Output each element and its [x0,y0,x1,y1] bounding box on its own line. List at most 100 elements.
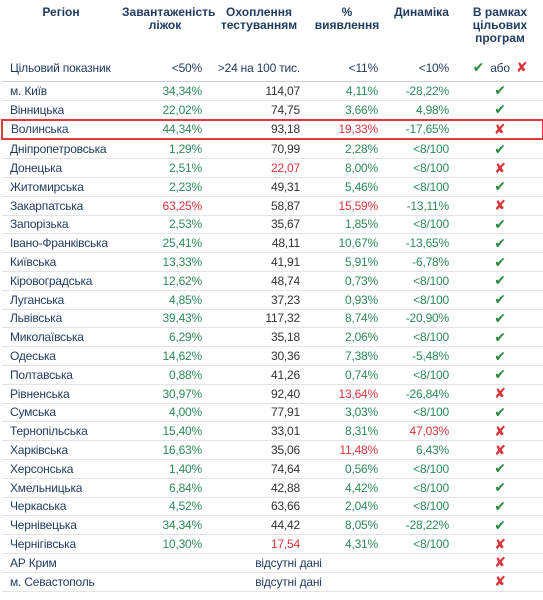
cell-value: 8,00% [308,158,386,178]
cell-value: 44,34% [120,118,210,141]
region-name: Луганська [2,290,120,310]
cell-value: 6,84% [120,478,210,498]
cell-value: 74,75 [210,100,308,121]
status-icon: ✔ [457,497,543,517]
region-row: Івано-Франківська 25,41% 48,11 10,67% -13,65… [2,233,543,254]
cell-value: 22,02% [120,100,210,121]
region-name: м. Київ [2,81,120,101]
cell-value: <8/100 [386,365,457,385]
cell-value: 41,91 [210,252,308,272]
region-name: Донецька [2,158,120,178]
cell-value: -13,11% [386,196,457,216]
cell-value: 117,32 [210,309,308,329]
cell-value: 10,30% [120,534,210,554]
cell-value: 11,48% [308,440,386,460]
region-name: Чернігівська [2,534,120,554]
status-icon: ✔ [457,81,543,101]
cell-value: 4,42% [308,478,386,498]
cell-value: 7,38% [308,346,386,366]
no-data: відсутні дані [120,553,457,573]
region-name: Рівненська [2,384,120,404]
cell-value: -13,65% [386,233,457,254]
status-icon: ✔ [457,365,543,385]
cell-value: -6,78% [386,252,457,272]
region-name: Кіровоградська [2,271,120,291]
status-icon: ✔ [457,215,543,235]
cell-value: -17,65% [386,118,457,141]
cell-value: 4,85% [120,290,210,310]
cell-value: 4,52% [120,497,210,517]
cell-value: <8/100 [386,497,457,517]
column-header: % виявлення [314,5,380,32]
cell-value: 0,73% [308,271,386,291]
cell-value: 6,29% [120,327,210,348]
cell-value: 8,74% [308,309,386,329]
column-header: Динаміка [394,5,449,19]
region-name: Харківська [2,440,120,460]
status-icon: ✘ [457,118,543,141]
region-row: Херсонська 1,40% 74,64 0,56% <8/100 ✔ [2,459,543,479]
cell-value: 2,28% [308,139,386,160]
target-label: Цільовий показник [2,54,120,82]
region-row: Запорізька 2,53% 35,67 1,85% <8/100 ✔ [2,215,543,235]
status-icon: ✔ [457,100,543,121]
cell-value: <8/100 [386,290,457,310]
region-row: м. Київ 34,34% 114,07 4,11% -28,22% ✔ [2,81,543,101]
region-name: Сумська [2,403,120,423]
cell-value: 22,07 [210,158,308,178]
cell-value: 12,62% [120,271,210,291]
cell-value: 0,93% [308,290,386,310]
cell-value: 92,40 [210,384,308,404]
cell-value: 25,41% [120,233,210,254]
cell-value: 0,88% [120,365,210,385]
status-icon: ✔ [457,233,543,254]
cell-value: <8/100 [386,327,457,348]
target-status: ✔ або ✘ [457,54,543,82]
cell-value: <8/100 [386,534,457,554]
target-value: <50% [120,54,210,82]
cell-value: 30,97% [120,384,210,404]
status-icon: ✘ [457,421,543,442]
region-name: Волинська [1,118,120,141]
region-row: м. Севастополь відсутні дані ✘ [2,572,543,592]
region-name: Тернопільська [2,421,120,442]
cell-value: -5,48% [386,346,457,366]
status-icon: ✔ [457,478,543,498]
cell-value: -28,22% [386,515,457,536]
cell-value: <8/100 [386,459,457,479]
cell-value: <8/100 [386,403,457,423]
status-icon: ✔ [457,177,543,197]
region-name: Житомирська [2,177,120,197]
status-icon: ✔ [457,271,543,291]
region-row: Житомирська 2,23% 49,31 5,46% <8/100 ✔ [2,177,543,197]
column-header: Завантаженість ліжок [122,5,216,32]
cell-value: 3,03% [308,403,386,423]
cell-value: 4,00% [120,403,210,423]
region-name: Вінницька [2,100,120,121]
cell-value: -28,22% [386,81,457,101]
target-value: <10% [386,54,457,82]
status-legend: ✔ [472,59,485,75]
cell-value: 1,85% [308,215,386,235]
status-icon: ✔ [457,459,543,479]
status-icon: ✘ [457,572,543,592]
region-row: Одеська 14,62% 30,36 7,38% -5,48% ✔ [2,346,543,366]
status-icon: ✘ [457,384,543,404]
cell-value: 17,54 [210,534,308,554]
region-row: Чернівецька 34,34% 44,42 8,05% -28,22% ✔ [2,515,543,536]
table-body: Цільовий показник <50% >24 на 100 тис. <11%… [1,54,543,592]
cell-value: 4,11% [308,81,386,101]
region-name: АР Крим [2,553,120,573]
region-row: Хмельницька 6,84% 42,88 4,42% <8/100 ✔ [2,478,543,498]
region-name: Закарпатська [2,196,120,216]
region-row: Харківська 16,63% 35,06 11,48% 6,43% ✘ [2,440,543,460]
cell-value: <8/100 [386,271,457,291]
cell-value: 63,66 [210,497,308,517]
cell-value: 47,03% [386,421,457,442]
region-name: Херсонська [2,459,120,479]
cell-value: 8,31% [308,421,386,442]
region-row: Тернопільська 15,40% 33,01 8,31% 47,03% ✘ [2,421,543,442]
status-legend: ✘ [515,59,528,75]
